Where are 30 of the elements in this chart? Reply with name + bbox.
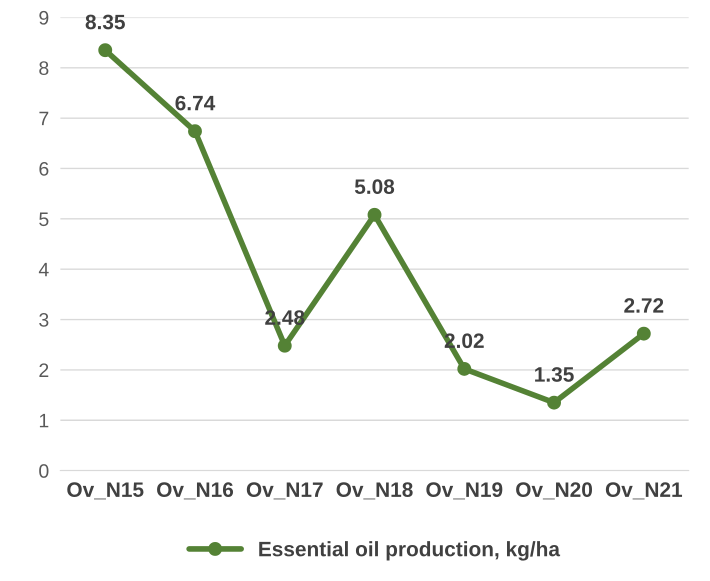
x-tick-label: Ov_N17 bbox=[246, 482, 323, 500]
data-label: 8.35 bbox=[86, 14, 125, 30]
y-tick-label: 9 bbox=[39, 10, 48, 25]
point bbox=[368, 208, 382, 222]
y-tick-label: 8 bbox=[39, 61, 48, 76]
y-tick-label: 3 bbox=[39, 313, 48, 327]
y-tick-label: 2 bbox=[39, 363, 48, 377]
y-tick-label: 6 bbox=[39, 162, 48, 176]
x-tick-label: Ov_N19 bbox=[426, 482, 502, 500]
point bbox=[457, 362, 472, 376]
point bbox=[98, 43, 112, 58]
point bbox=[547, 396, 561, 410]
x-tick-label: Ov_N18 bbox=[336, 482, 413, 500]
data-label: 6.74 bbox=[175, 96, 216, 110]
x-tick-label: Ov_N21 bbox=[606, 482, 682, 500]
legend-label: Essential oil production, kg/ha bbox=[259, 541, 560, 561]
x-tick-label: Ov_N20 bbox=[516, 482, 592, 500]
data-label: 5.08 bbox=[354, 179, 394, 194]
data-label: 2.72 bbox=[624, 298, 664, 313]
data-label: 1.35 bbox=[535, 367, 574, 382]
point bbox=[278, 338, 292, 353]
y-tick-label: 7 bbox=[39, 112, 48, 126]
x-tick-label: Ov_N15 bbox=[67, 482, 144, 500]
y-tick-label: 1 bbox=[40, 414, 48, 428]
point bbox=[636, 326, 651, 341]
x-tick-label: Ov_N16 bbox=[157, 482, 234, 500]
y-tick-label: 4 bbox=[38, 262, 49, 276]
y-tick-label: 5 bbox=[39, 212, 48, 226]
y-tick-label: 0 bbox=[39, 464, 48, 478]
point bbox=[188, 124, 202, 138]
